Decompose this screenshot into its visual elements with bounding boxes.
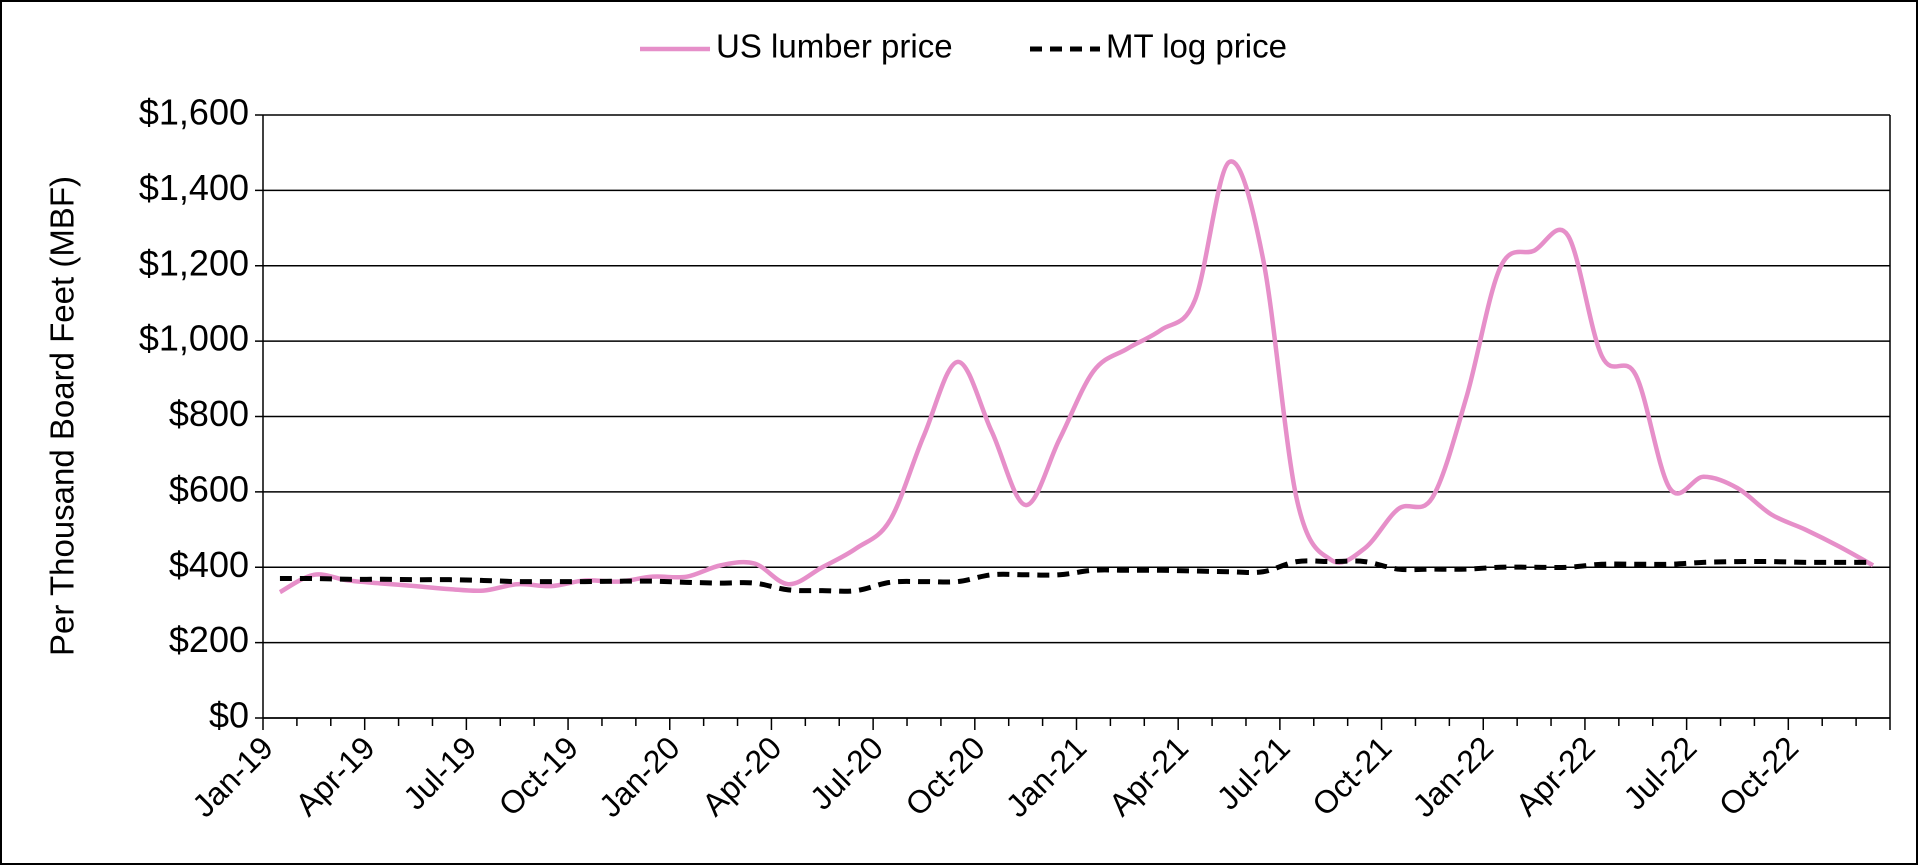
legend-label: US lumber price (716, 28, 953, 65)
y-tick-label: $1,400 (139, 167, 249, 208)
series-line (279, 558, 1874, 594)
y-axis-title: Per Thousand Board Feet (MBF) (44, 176, 81, 656)
y-tick-label: $400 (169, 544, 249, 585)
legend-label: MT log price (1106, 28, 1287, 65)
y-tick-label: $1,200 (139, 242, 249, 283)
y-tick-label: $0 (209, 695, 249, 736)
y-tick-label: $600 (169, 468, 249, 509)
y-tick-label: $800 (169, 393, 249, 434)
y-tick-label: $1,000 (139, 318, 249, 359)
y-tick-label: $1,600 (139, 92, 249, 133)
y-tick-label: $200 (169, 619, 249, 660)
